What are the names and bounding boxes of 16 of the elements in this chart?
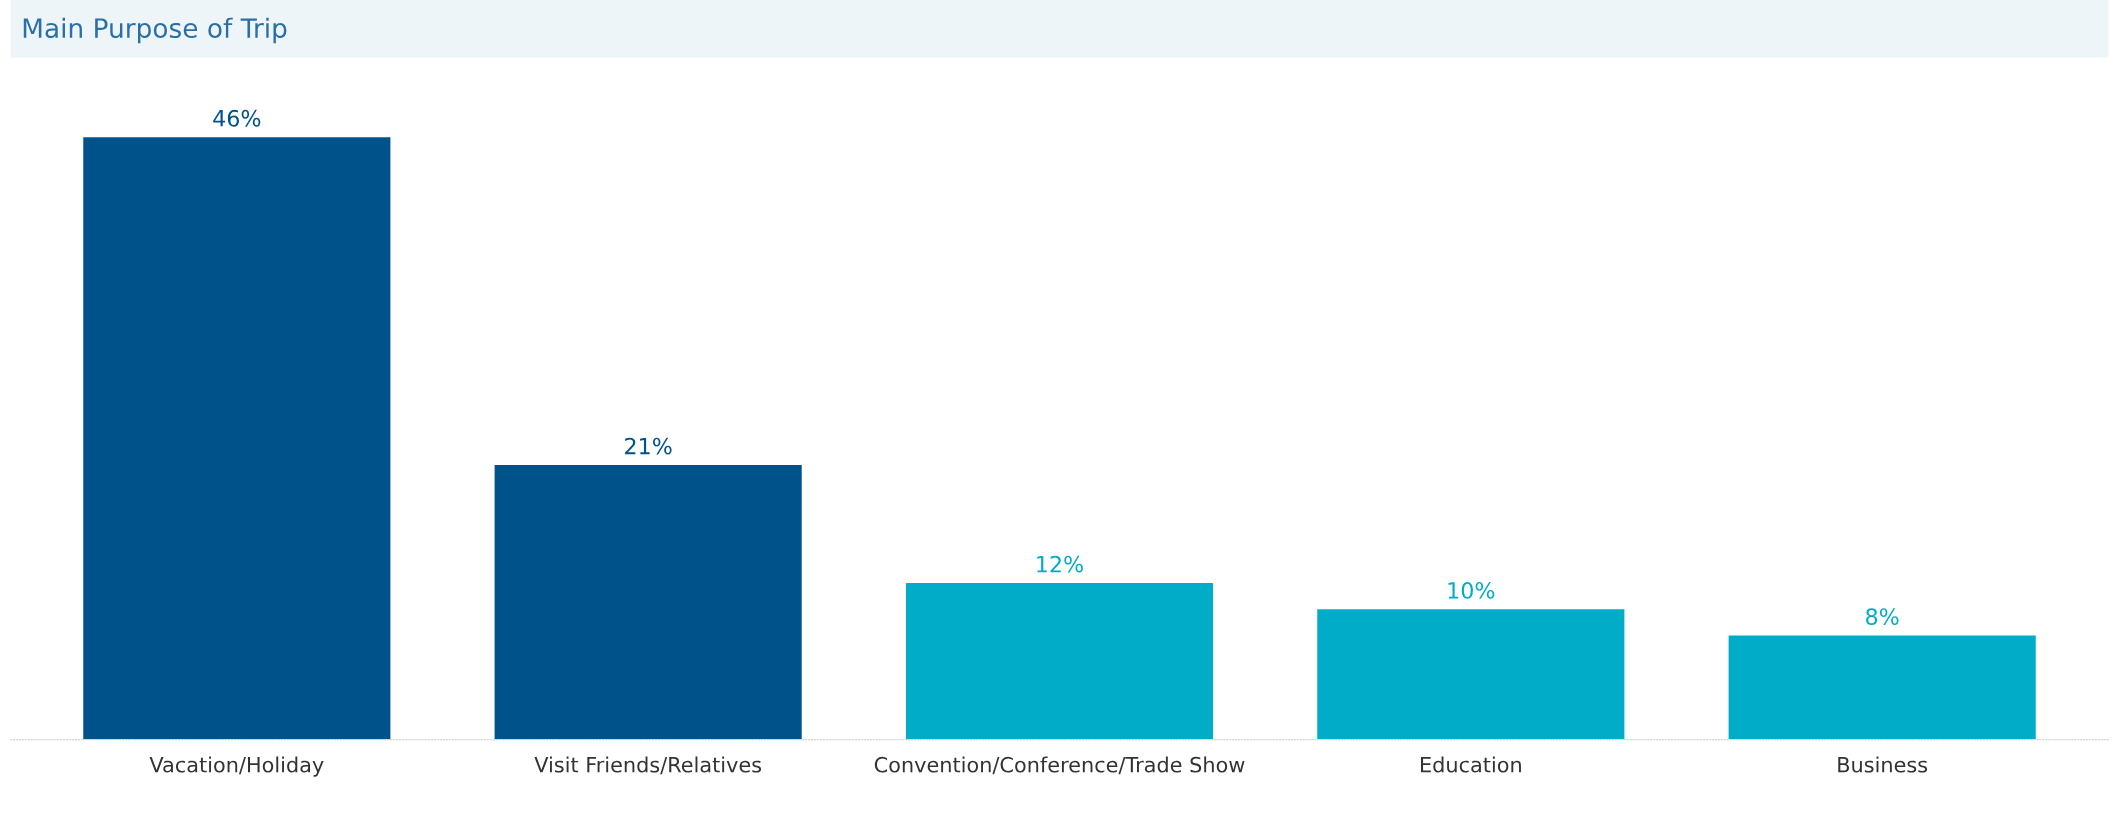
x-tick-label: Vacation/Holiday (149, 756, 324, 777)
data-label: 46% (213, 109, 261, 127)
chart-title: Main Purpose of Trip (23, 17, 287, 44)
bar (1315, 607, 1626, 740)
x-tick-label: Business (1838, 756, 1928, 773)
data-label: 12% (1037, 555, 1083, 573)
bar (81, 135, 392, 740)
data-label: 21% (625, 437, 672, 455)
data-label: 8% (1866, 608, 1899, 626)
bar (493, 463, 804, 740)
x-tick-label: Visit Friends/Relatives (534, 756, 762, 775)
data-label: 10% (1448, 581, 1495, 599)
x-tick-label: Convention/Conference/Trade Show (874, 756, 1245, 775)
bar (1727, 634, 2038, 740)
bar (904, 581, 1215, 740)
x-tick-label: Education (1421, 756, 1521, 773)
